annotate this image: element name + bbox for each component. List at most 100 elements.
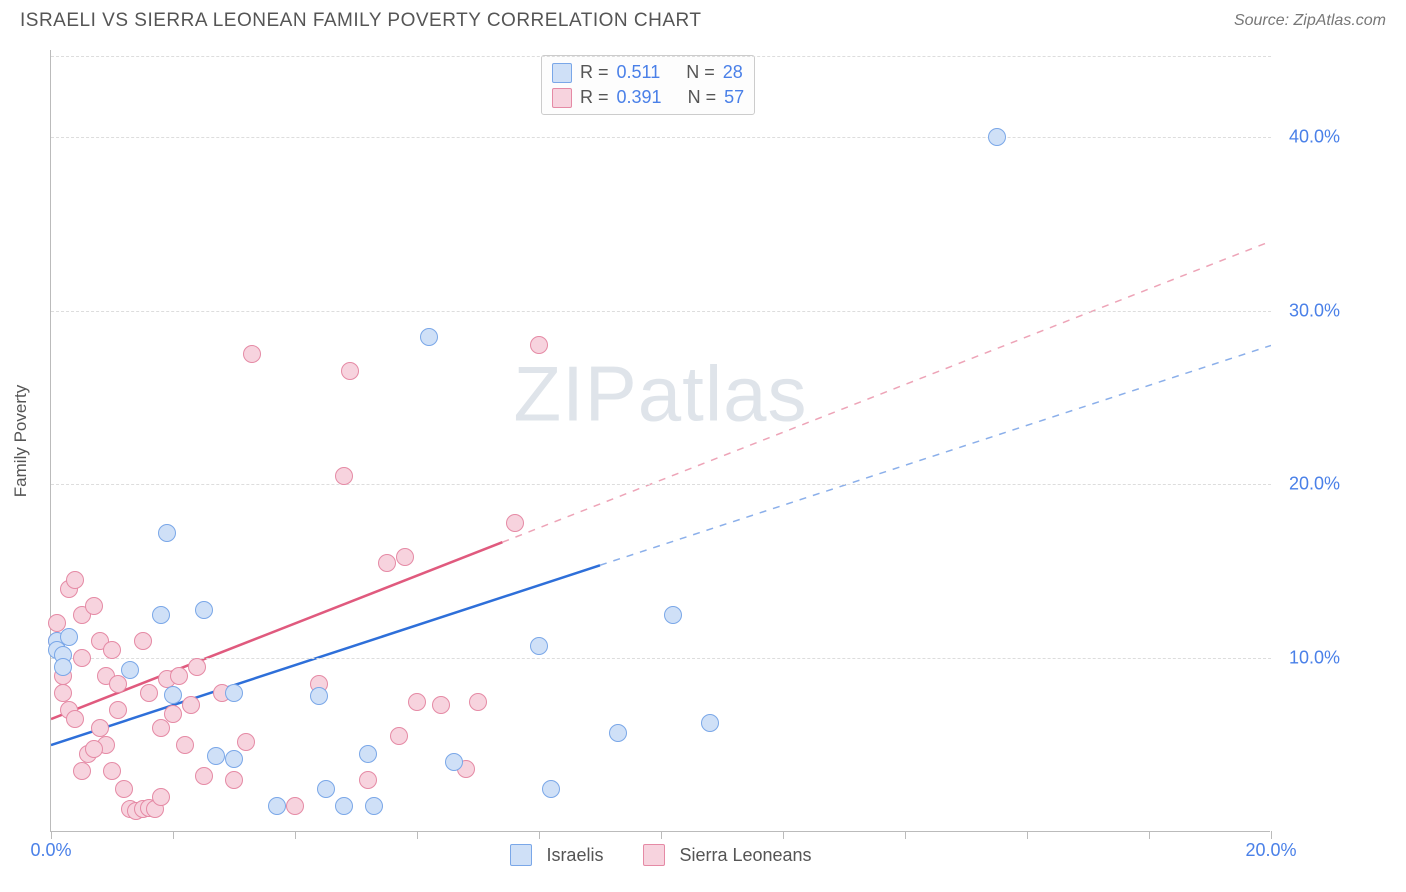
x-tick: [905, 831, 906, 839]
data-point-sierra: [396, 548, 414, 566]
data-point-sierra: [225, 771, 243, 789]
y-tick-label: 30.0%: [1289, 300, 1340, 321]
data-point-israelis: [317, 780, 335, 798]
data-point-sierra: [164, 705, 182, 723]
data-point-sierra: [115, 780, 133, 798]
data-point-israelis: [530, 637, 548, 655]
data-point-sierra: [390, 727, 408, 745]
data-point-israelis: [335, 797, 353, 815]
y-axis-label: Family Poverty: [11, 384, 31, 496]
y-tick-label: 20.0%: [1289, 474, 1340, 495]
data-point-sierra: [103, 762, 121, 780]
source-attribution: Source: ZipAtlas.com: [1234, 12, 1386, 30]
data-point-israelis: [121, 661, 139, 679]
data-point-sierra: [286, 797, 304, 815]
x-tick: [173, 831, 174, 839]
data-point-sierra: [66, 571, 84, 589]
data-point-israelis: [195, 601, 213, 619]
watermark-light: atlas: [638, 349, 808, 437]
data-point-israelis: [225, 750, 243, 768]
data-point-israelis: [988, 128, 1006, 146]
x-tick: [295, 831, 296, 839]
n-label: N =: [688, 87, 717, 108]
data-point-sierra: [91, 719, 109, 737]
watermark-bold: ZIP: [513, 349, 637, 437]
chart-header: ISRAELI VS SIERRA LEONEAN FAMILY POVERTY…: [0, 0, 1406, 40]
y-tick-label: 10.0%: [1289, 648, 1340, 669]
data-point-sierra: [243, 345, 261, 363]
data-point-sierra: [152, 788, 170, 806]
regression-lines: [51, 50, 1271, 832]
data-point-israelis: [609, 724, 627, 742]
data-point-sierra: [109, 675, 127, 693]
data-point-israelis: [701, 714, 719, 732]
stats-legend: R = 0.511 N = 28 R = 0.391 N = 57: [541, 55, 755, 115]
y-tick-label: 40.0%: [1289, 126, 1340, 147]
stats-row-sierra: R = 0.391 N = 57: [552, 85, 744, 110]
data-point-israelis: [158, 524, 176, 542]
data-point-sierra: [530, 336, 548, 354]
data-point-israelis: [207, 747, 225, 765]
x-tick: [1149, 831, 1150, 839]
stats-row-israelis: R = 0.511 N = 28: [552, 60, 744, 85]
data-point-israelis: [310, 687, 328, 705]
data-point-israelis: [359, 745, 377, 763]
grid-line: [51, 56, 1271, 57]
data-point-sierra: [103, 641, 121, 659]
data-point-sierra: [54, 684, 72, 702]
r-value-sierra: 0.391: [617, 87, 662, 108]
swatch-israelis-icon: [552, 63, 572, 83]
data-point-sierra: [85, 740, 103, 758]
grid-line: [51, 137, 1271, 138]
data-point-sierra: [378, 554, 396, 572]
plot-area: Family Poverty ZIPatlas R = 0.511 N = 28…: [50, 50, 1270, 832]
legend-label-israelis: Israelis: [546, 845, 603, 866]
r-label: R =: [580, 62, 609, 83]
x-tick: [417, 831, 418, 839]
data-point-sierra: [359, 771, 377, 789]
data-point-sierra: [85, 597, 103, 615]
chart-container: Family Poverty ZIPatlas R = 0.511 N = 28…: [50, 50, 1380, 850]
chart-title: ISRAELI VS SIERRA LEONEAN FAMILY POVERTY…: [20, 10, 702, 32]
data-point-sierra: [176, 736, 194, 754]
data-point-sierra: [469, 693, 487, 711]
series-legend: Israelis Sierra Leoneans: [51, 844, 1271, 866]
x-tick-label: 0.0%: [30, 840, 71, 861]
data-point-sierra: [182, 696, 200, 714]
x-tick: [1027, 831, 1028, 839]
r-label: R =: [580, 87, 609, 108]
x-tick: [51, 831, 52, 839]
watermark: ZIPatlas: [513, 348, 807, 439]
data-point-israelis: [664, 606, 682, 624]
legend-label-sierra: Sierra Leoneans: [679, 845, 811, 866]
x-tick: [783, 831, 784, 839]
grid-line: [51, 484, 1271, 485]
data-point-sierra: [195, 767, 213, 785]
x-tick-label: 20.0%: [1245, 840, 1296, 861]
n-value-israelis: 28: [723, 62, 743, 83]
swatch-israelis-icon: [510, 844, 532, 866]
data-point-sierra: [237, 733, 255, 751]
grid-line: [51, 311, 1271, 312]
n-value-sierra: 57: [724, 87, 744, 108]
data-point-israelis: [164, 686, 182, 704]
data-point-sierra: [152, 719, 170, 737]
data-point-sierra: [432, 696, 450, 714]
data-point-sierra: [188, 658, 206, 676]
x-tick: [539, 831, 540, 839]
x-tick: [661, 831, 662, 839]
data-point-israelis: [445, 753, 463, 771]
data-point-israelis: [542, 780, 560, 798]
data-point-sierra: [66, 710, 84, 728]
x-tick: [1271, 831, 1272, 839]
data-point-israelis: [420, 328, 438, 346]
data-point-sierra: [341, 362, 359, 380]
data-point-sierra: [140, 684, 158, 702]
data-point-sierra: [73, 649, 91, 667]
data-point-israelis: [268, 797, 286, 815]
data-point-israelis: [225, 684, 243, 702]
data-point-israelis: [54, 658, 72, 676]
r-value-israelis: 0.511: [617, 62, 661, 83]
grid-line: [51, 658, 1271, 659]
n-label: N =: [686, 62, 715, 83]
